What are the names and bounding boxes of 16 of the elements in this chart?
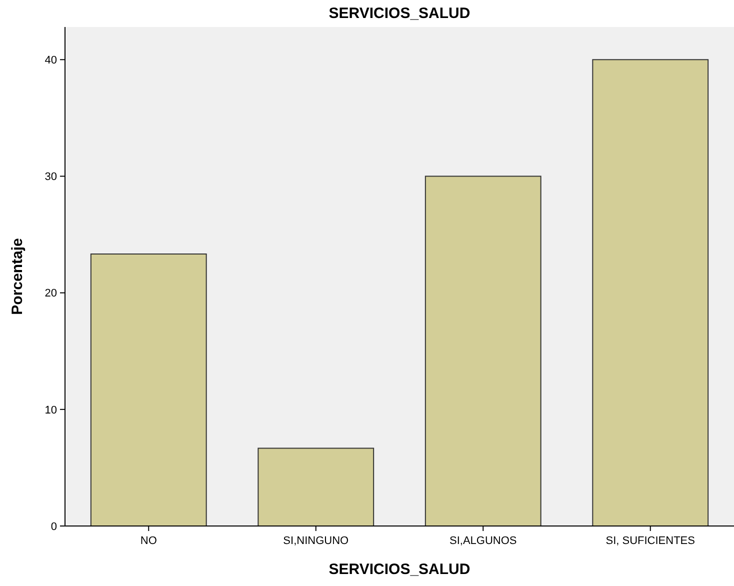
x-tick-label: SI,ALGUNOS [450, 535, 517, 547]
y-tick-label: 10 [44, 404, 57, 416]
bar [592, 59, 709, 526]
bar [424, 176, 542, 526]
bar [90, 254, 207, 526]
x-tick-label: SI,NINGUNO [283, 535, 350, 547]
x-tick-label: SI, SUFICIENTES [606, 535, 695, 547]
chart-title: SERVICIOS_SALUD [328, 5, 470, 22]
y-tick-label: 30 [44, 171, 57, 184]
y-tick-label: 40 [44, 54, 57, 66]
bar [258, 448, 374, 526]
y-axis-title: Porcentaje [9, 238, 26, 315]
y-tick-label: 20 [44, 288, 57, 300]
x-axis-title: SERVICIOS_SALUD [328, 561, 470, 578]
y-tick-label: 0 [50, 520, 57, 533]
x-tick-label: NO [140, 535, 158, 547]
